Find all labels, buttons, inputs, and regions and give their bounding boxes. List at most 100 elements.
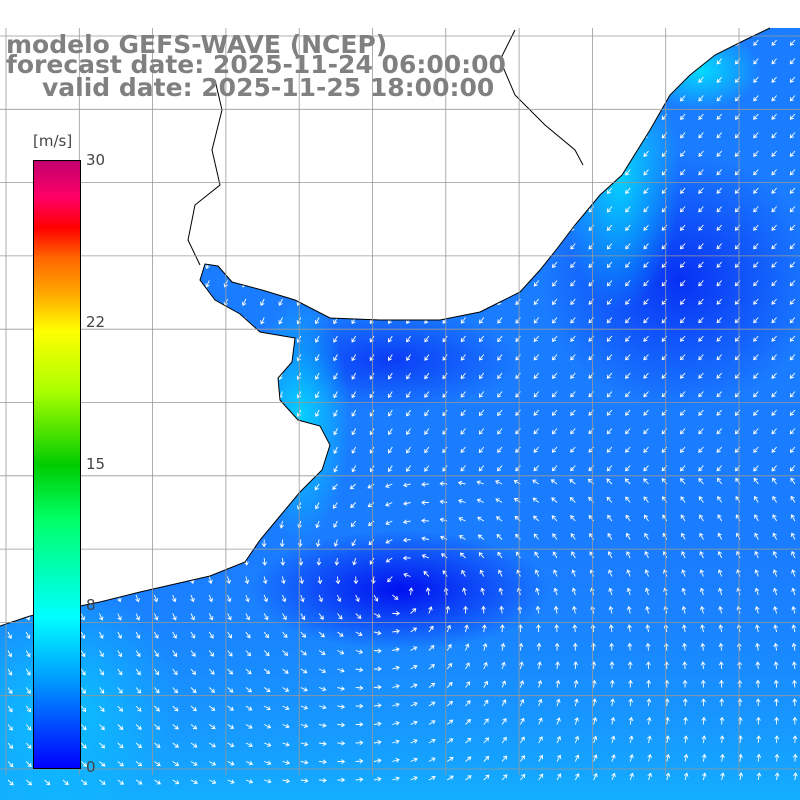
wind-arrow xyxy=(188,502,194,511)
wind-arrow xyxy=(682,642,687,651)
wind-arrow xyxy=(771,169,777,176)
wind-arrow xyxy=(497,446,503,453)
wind-arrow xyxy=(208,687,215,693)
wind-arrow xyxy=(628,735,634,744)
wind-arrow xyxy=(98,576,104,584)
colorbar xyxy=(33,160,81,769)
wind-arrow xyxy=(753,409,759,416)
wind-arrow xyxy=(608,605,614,614)
wind-arrow xyxy=(300,687,308,692)
wind-arrow xyxy=(392,721,400,726)
wind-arrow xyxy=(4,335,10,344)
wind-arrow xyxy=(205,169,210,177)
wind-arrow xyxy=(278,132,283,140)
wind-arrow xyxy=(753,372,759,379)
wind-arrow xyxy=(350,502,357,509)
wind-arrow xyxy=(154,705,160,712)
wind-arrow xyxy=(570,76,576,84)
wind-arrow xyxy=(424,428,430,435)
wind-arrow xyxy=(278,483,284,492)
wind-arrow xyxy=(716,39,723,47)
wind-arrow xyxy=(644,532,649,540)
wind-arrow xyxy=(406,354,411,361)
wind-arrow xyxy=(114,446,120,455)
wind-arrow xyxy=(679,261,686,268)
wind-arrow xyxy=(588,514,594,522)
wind-arrow xyxy=(392,776,400,781)
wind-arrow xyxy=(520,773,526,781)
wind-arrow xyxy=(424,335,430,343)
wind-arrow xyxy=(116,557,122,566)
wind-arrow xyxy=(98,557,103,566)
wind-arrow xyxy=(716,298,723,305)
wind-arrow xyxy=(570,317,576,324)
wind-arrow xyxy=(22,224,28,233)
wind-arrow xyxy=(300,668,308,674)
wind-arrow xyxy=(716,446,723,453)
wind-arrow xyxy=(552,261,558,269)
wind-arrow xyxy=(172,631,177,639)
wind-arrow xyxy=(333,539,339,547)
wind-arrow xyxy=(402,537,411,543)
wind-arrow xyxy=(337,631,344,637)
wind-arrow xyxy=(190,594,195,603)
wind-arrow xyxy=(333,187,338,195)
wind-arrow xyxy=(773,606,778,614)
wind-arrow xyxy=(643,150,649,158)
wind-arrow xyxy=(315,372,320,380)
wind-arrow xyxy=(753,39,759,46)
wind-arrow xyxy=(609,661,615,670)
wind-arrow xyxy=(552,280,558,287)
wind-arrow xyxy=(483,699,489,707)
wind-arrow xyxy=(593,754,598,762)
wind-arrow xyxy=(643,261,649,268)
wind-arrow xyxy=(169,465,175,474)
wind-arrow xyxy=(501,680,507,688)
wind-arrow xyxy=(278,243,283,251)
wind-arrow xyxy=(496,465,503,472)
wind-arrow xyxy=(282,613,287,621)
wind-arrow xyxy=(515,409,521,416)
wind-arrow xyxy=(25,650,31,658)
wind-arrow xyxy=(113,169,119,177)
wind-arrow xyxy=(625,391,631,398)
wind-arrow xyxy=(351,150,357,158)
wind-arrow xyxy=(96,428,101,437)
wind-arrow xyxy=(168,243,174,251)
wind-arrow xyxy=(501,774,508,781)
wind-arrow xyxy=(205,391,211,399)
wind-arrow xyxy=(772,569,778,577)
wind-arrow xyxy=(332,502,338,509)
wind-arrow xyxy=(151,446,156,455)
wind-arrow xyxy=(260,169,265,177)
wind-arrow xyxy=(789,280,796,287)
wind-arrow xyxy=(789,243,796,250)
wind-arrow xyxy=(300,778,309,784)
wind-arrow xyxy=(646,661,651,670)
wind-arrow xyxy=(355,758,364,764)
wind-arrow xyxy=(534,76,540,84)
wind-arrow xyxy=(753,446,759,453)
wind-arrow xyxy=(626,569,631,577)
wind-arrow xyxy=(571,569,576,577)
wind-arrow xyxy=(132,372,138,381)
wind-arrow xyxy=(515,243,521,250)
wind-arrow xyxy=(245,631,251,639)
wind-arrow xyxy=(406,409,411,417)
wind-arrow xyxy=(771,224,777,231)
wind-arrow xyxy=(7,576,12,584)
wind-arrow xyxy=(606,76,613,84)
wind-arrow xyxy=(479,206,485,213)
wind-arrow xyxy=(699,532,704,540)
wind-arrow xyxy=(607,551,613,559)
wind-arrow xyxy=(387,372,393,380)
wind-arrow xyxy=(150,354,156,362)
wind-arrow xyxy=(537,661,542,670)
wind-arrow xyxy=(134,520,139,529)
wind-arrow xyxy=(464,624,469,633)
wind-arrow xyxy=(592,717,598,725)
wind-arrow xyxy=(373,648,382,654)
wind-arrow xyxy=(40,113,46,122)
wind-arrow xyxy=(333,354,338,362)
